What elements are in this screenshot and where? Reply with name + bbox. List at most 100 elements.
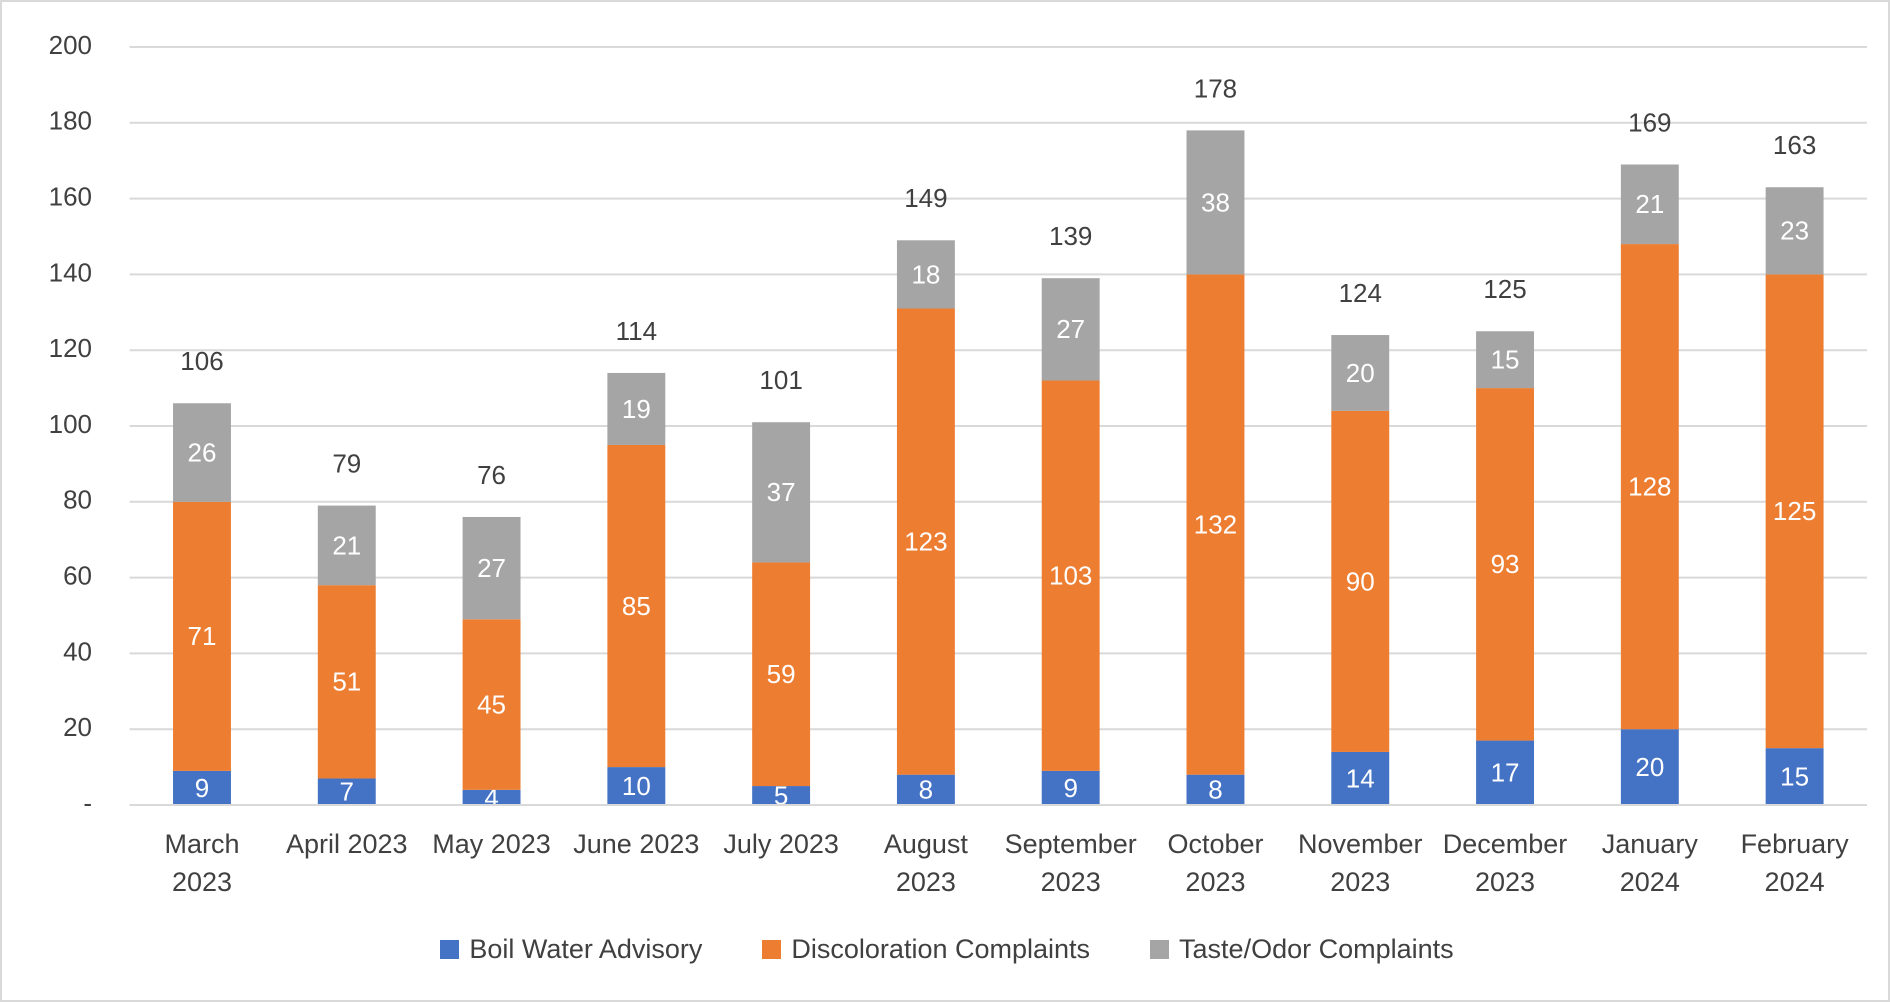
- value-label: 9: [195, 773, 209, 803]
- total-label: 163: [1773, 130, 1816, 160]
- value-label: 123: [904, 526, 947, 556]
- total-label: 101: [759, 365, 802, 395]
- value-label: 10: [622, 771, 651, 801]
- bar-segment: [317, 505, 376, 586]
- value-label: 23: [1780, 216, 1809, 246]
- bar-segment: [1041, 380, 1100, 771]
- total-label: 124: [1339, 278, 1382, 308]
- value-label: 15: [1491, 345, 1520, 375]
- bar-segment: [173, 403, 231, 502]
- bar-segment: [1476, 388, 1534, 741]
- bar-segment: [1620, 729, 1679, 805]
- bar-segment: [896, 240, 955, 309]
- value-label: 19: [622, 394, 651, 424]
- y-tick-label: 160: [49, 181, 92, 211]
- legend-item: Boil Water Advisory: [440, 934, 702, 965]
- total-label: 125: [1483, 274, 1526, 304]
- bar-segment: [1476, 740, 1534, 805]
- legend-swatch: [762, 940, 782, 959]
- value-label: 7: [340, 777, 354, 807]
- legend-label: Discoloration Complaints: [791, 934, 1091, 964]
- bar-segment: [896, 308, 955, 775]
- value-label: 18: [911, 259, 940, 289]
- bar-segment: [1331, 751, 1390, 805]
- legend-label: Boil Water Advisory: [469, 934, 703, 964]
- x-tick-label: July 2023: [723, 829, 839, 859]
- bar-segment: [1331, 410, 1390, 752]
- total-label: 169: [1628, 107, 1671, 137]
- bar-segment: [1620, 244, 1679, 730]
- value-label: 17: [1491, 758, 1520, 788]
- legend-item: Discoloration Complaints: [762, 934, 1090, 965]
- value-label: 93: [1491, 549, 1520, 579]
- value-label: 132: [1194, 509, 1237, 539]
- y-tick-label: 20: [63, 712, 92, 742]
- total-label: 106: [180, 346, 223, 376]
- bar-segment: [317, 778, 376, 805]
- total-label: 114: [616, 316, 657, 346]
- value-label: 125: [1773, 496, 1816, 526]
- bar-segment: [752, 562, 811, 787]
- x-tick-label: September 2023: [1004, 829, 1137, 897]
- bar-segment: [1041, 770, 1100, 805]
- x-tick-label: June 2023: [573, 829, 700, 859]
- bar-segment: [462, 516, 521, 620]
- value-label: 20: [1635, 752, 1664, 782]
- bar-segment: [607, 767, 666, 805]
- value-label: 9: [1063, 773, 1077, 803]
- x-tick-label: December 2023: [1442, 829, 1568, 897]
- value-label: 37: [767, 477, 796, 507]
- value-label: 38: [1201, 187, 1230, 217]
- bar-segment: [1186, 274, 1245, 775]
- total-label: 149: [904, 183, 947, 213]
- bar-segment: [1041, 278, 1100, 381]
- value-label: 27: [1056, 314, 1085, 344]
- value-label: 128: [1628, 472, 1671, 502]
- value-label: 59: [767, 659, 796, 689]
- x-tick-label: January 2024: [1601, 829, 1698, 897]
- bar-segment: [1186, 774, 1245, 805]
- bar-segment: [1765, 748, 1824, 805]
- legend: Boil Water Advisory Discoloration Complai…: [2, 934, 1888, 965]
- y-tick-label: 140: [49, 257, 92, 287]
- bar-segment: [462, 619, 521, 790]
- y-tick-label: 180: [49, 106, 92, 136]
- x-tick-label: February 2024: [1740, 829, 1849, 897]
- value-label: 103: [1049, 561, 1092, 591]
- total-label: 76: [477, 460, 506, 490]
- total-label: 178: [1194, 73, 1237, 103]
- value-label: 45: [477, 689, 506, 719]
- bar-segment: [1476, 331, 1534, 389]
- y-tick-label: 80: [63, 485, 92, 515]
- bar-segment: [1186, 130, 1245, 275]
- y-tick-label: -: [83, 788, 92, 818]
- value-label: 14: [1346, 763, 1375, 793]
- bar-segment: [317, 585, 376, 779]
- value-label: 8: [1208, 775, 1222, 805]
- legend-swatch: [1150, 940, 1170, 959]
- total-label: 79: [332, 448, 361, 478]
- value-label: 21: [1635, 189, 1664, 219]
- bar-segment: [896, 774, 955, 805]
- bar-segment: [1620, 164, 1679, 245]
- value-label: 85: [622, 591, 651, 621]
- y-tick-label: 200: [49, 30, 92, 60]
- legend-swatch: [440, 940, 460, 959]
- value-label: 20: [1346, 358, 1375, 388]
- value-label: 51: [332, 667, 361, 697]
- x-tick-label: March 2023: [164, 829, 240, 897]
- bar-segment: [752, 786, 811, 805]
- value-label: 71: [188, 621, 217, 651]
- bar-segment: [752, 422, 811, 563]
- value-label: 27: [477, 553, 506, 583]
- value-label: 21: [332, 530, 361, 560]
- value-label: 15: [1780, 761, 1809, 791]
- value-label: 8: [919, 775, 933, 805]
- x-tick-label: October 2023: [1167, 829, 1264, 897]
- y-tick-label: 60: [63, 560, 92, 590]
- value-label: 5: [774, 780, 788, 810]
- y-tick-label: 40: [63, 636, 92, 666]
- y-tick-label: 100: [49, 409, 92, 439]
